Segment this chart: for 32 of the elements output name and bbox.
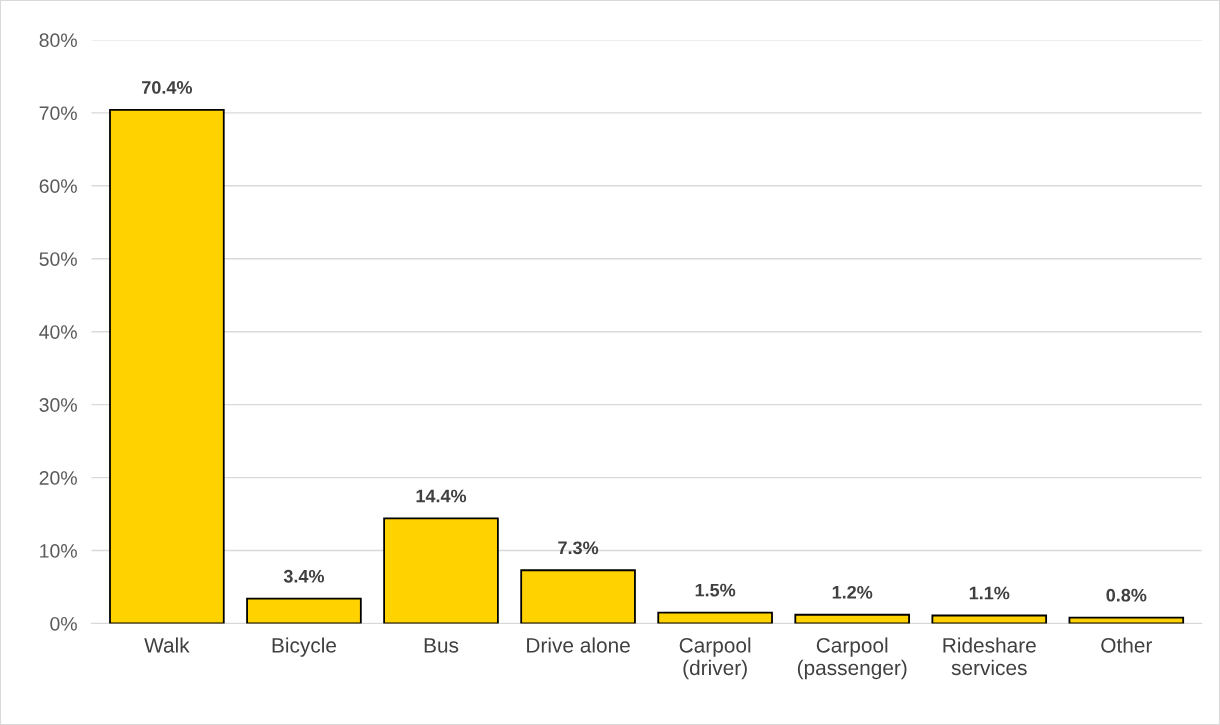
data-label: 3.4%: [283, 569, 325, 583]
x-tick-label: Bus: [424, 638, 459, 653]
bar: [931, 614, 1048, 624]
data-label: 1.1%: [969, 586, 1010, 600]
bar: [109, 109, 225, 624]
y-tick-label: 10%: [40, 544, 77, 558]
x-tick-label: Walk: [144, 637, 190, 653]
bar: [246, 597, 362, 624]
x-tick-label: Rideshare services: [943, 637, 1036, 676]
data-label: 1.2%: [832, 585, 873, 599]
y-tick-label: 0%: [50, 616, 77, 631]
y-tick-label: 40%: [39, 325, 77, 339]
bar: [657, 611, 773, 624]
y-tick-label: 80%: [39, 33, 77, 48]
data-label: 7.3%: [558, 541, 599, 555]
x-tick-label: Carpool (passenger): [797, 637, 907, 680]
y-tick-label: 20%: [39, 471, 77, 485]
y-tick-label: 30%: [39, 398, 77, 412]
y-tick-label: 70%: [39, 106, 77, 121]
bar: [383, 517, 499, 624]
x-tick-label: Carpool (driver): [679, 637, 751, 680]
y-tick-label: 60%: [39, 179, 77, 194]
data-label: 70.4%: [142, 81, 193, 94]
bar: [520, 569, 636, 624]
y-tick-label: 50%: [39, 252, 77, 266]
x-tick-label: Bicycle: [272, 637, 337, 657]
data-label: 14.4%: [416, 489, 467, 503]
x-tick-label: Other: [1101, 637, 1153, 653]
data-label: 0.8%: [1106, 588, 1147, 602]
data-label: 1.5%: [695, 583, 736, 597]
bar: [794, 613, 910, 624]
x-tick-label: Drive alone: [527, 637, 630, 653]
